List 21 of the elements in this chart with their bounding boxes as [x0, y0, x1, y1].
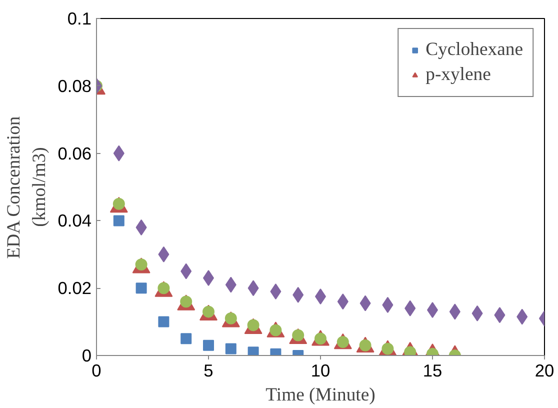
point — [203, 340, 214, 351]
legend-label: Cyclohexane — [426, 39, 523, 61]
point — [225, 343, 236, 354]
legend-label: p-xylene — [426, 64, 491, 86]
point — [248, 346, 259, 356]
y-tick-label: 0.04 — [58, 210, 92, 231]
y-axis-title: EDA Concenration (kmol/m3) — [4, 116, 50, 259]
y-tick-label: 0.08 — [58, 76, 92, 96]
point — [136, 282, 147, 294]
x-tick-label: 5 — [204, 360, 214, 380]
point — [158, 316, 170, 328]
point — [113, 215, 124, 226]
x-tick-label: 10 — [310, 360, 330, 380]
y-tick-label: 0.1 — [67, 8, 92, 28]
x-tick-label: 15 — [422, 360, 442, 380]
y-tick-label: 0.06 — [58, 143, 92, 164]
x-axis-title: Time (Minute) — [266, 384, 376, 406]
y-tick-label: 0 — [82, 346, 92, 366]
x-tick-label: 20 — [534, 360, 554, 380]
y-tick-label: 0.02 — [58, 278, 92, 298]
point — [180, 333, 192, 344]
